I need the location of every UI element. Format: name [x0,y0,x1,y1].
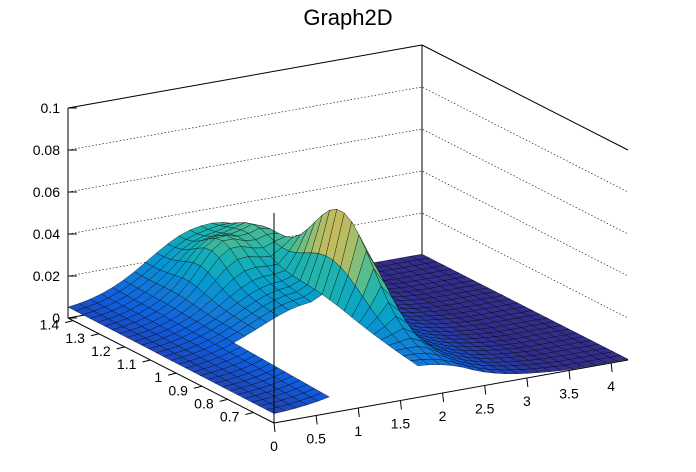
surface-cell [410,359,430,366]
chart-title: Graph2D [303,5,392,30]
y-tick [193,385,203,389]
x-tick [357,407,360,418]
y-tick-label: 1.2 [91,343,111,359]
z-tick-label: 0.08 [33,142,60,158]
x-tick-label: 1.5 [391,416,411,432]
y-axis: 0.7 0.8 0.9 1 1.1 1.2 1.3 1.4 [40,317,275,425]
x-tick-label: 2 [439,408,447,424]
surface-cell [266,407,286,414]
x-axis: 0 0.5 1 1.5 2 2.5 3 3.5 4 [270,359,629,454]
y-tick-label: 1.1 [117,356,137,372]
y-tick-label: 1 [154,369,162,385]
z-tick-label: 0.04 [33,226,60,242]
y-tick-label: 1.3 [65,330,85,346]
y-tick-label: 1.4 [40,317,60,333]
x-tick-label: 0.5 [306,431,326,447]
gridline-z [67,44,629,151]
surface-mesh [67,208,629,414]
x-tick-label: 1 [354,423,362,439]
x-tick [442,392,445,403]
z-axis: 0 0.02 0.04 0.06 0.08 0.1 [33,100,77,326]
x-tick [273,422,276,433]
y-tick [116,346,125,350]
x-tick [315,415,318,425]
x-tick-label: 3.5 [559,386,579,402]
y-tick [65,320,74,324]
x-tick [568,370,571,380]
x-tick [526,377,529,388]
x-tick [610,362,613,373]
x-tick [399,400,402,410]
y-tick [90,333,100,337]
x-tick-label: 0 [270,438,278,454]
gridline-z [67,86,629,193]
x-tick-label: 3 [523,393,531,409]
y-axis-line [67,317,275,424]
y-tick-label: 0.7 [220,409,240,425]
x-tick-label: 2.5 [475,401,495,417]
y-tick [142,359,151,363]
z-tick-label: 0.02 [33,268,60,284]
z-tick-label: 0 [52,310,60,326]
y-tick-label: 0.9 [168,382,188,398]
y-tick [245,412,254,415]
y-tick [219,398,228,402]
z-tick-label: 0.06 [33,184,60,200]
y-tick [168,372,177,376]
gridline-z [67,128,629,235]
y-tick-label: 0.8 [194,395,214,411]
z-tick-label: 0.1 [41,100,61,116]
x-tick [484,385,487,395]
x-tick-label: 4 [607,378,615,394]
box-edge-right-top [421,44,629,151]
gridline-z [67,170,629,277]
